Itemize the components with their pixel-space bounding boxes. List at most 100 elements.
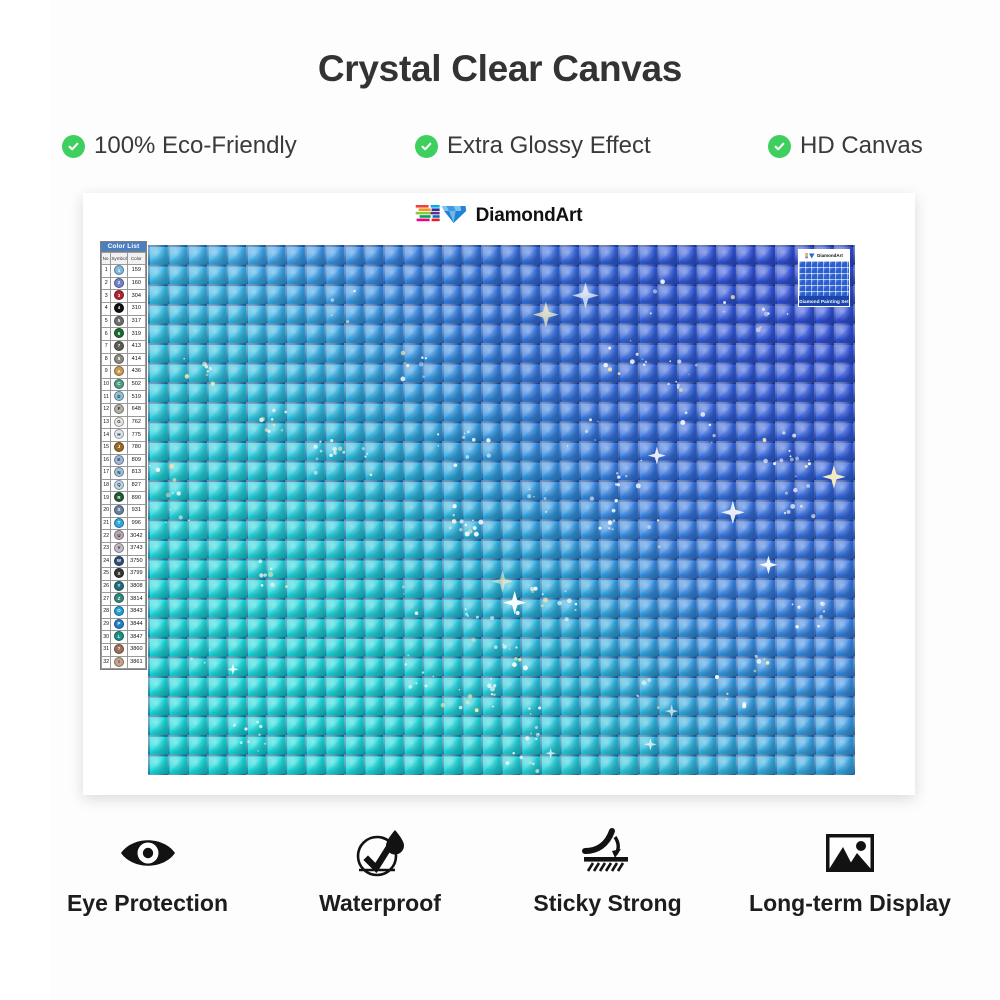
symbol-swatch-icon: 8 — [114, 353, 124, 364]
row-color-code: 3861 — [126, 655, 147, 670]
row-number: 31 — [100, 642, 112, 657]
row-symbol: P — [110, 617, 128, 632]
bottom-feature-label: Sticky Strong — [533, 890, 682, 916]
row-symbol: 6 — [110, 327, 128, 341]
symbol-swatch-icon: X — [114, 568, 124, 579]
row-number: 4 — [100, 302, 112, 316]
row-number: 19 — [100, 491, 112, 506]
row-number: 15 — [100, 440, 112, 455]
table-row: 8 8 414 — [100, 352, 147, 367]
row-color-code: 319 — [126, 327, 147, 341]
row-number: 29 — [100, 617, 112, 632]
row-symbol: A — [110, 365, 128, 379]
row-number: 30 — [100, 630, 112, 644]
color-list-col-header: Symbol — [110, 251, 128, 266]
table-row: 7 7 413 — [100, 339, 147, 354]
table-row: 23 V 3743 — [100, 541, 147, 556]
table-row: 16 K 809 — [100, 453, 147, 468]
feature-item-2: HD Canvas — [768, 132, 923, 160]
table-row: 28 O 3843 — [100, 605, 147, 619]
symbol-swatch-icon: G — [114, 416, 124, 427]
row-symbol: I — [110, 655, 128, 670]
feature-label: Extra Glossy Effect — [447, 132, 651, 159]
symbol-swatch-icon: T — [114, 517, 124, 528]
table-row: 4 4 310 — [100, 302, 147, 316]
table-row: 11 D 519 — [100, 390, 147, 405]
row-color-code: 762 — [126, 415, 147, 430]
row-color-code: 931 — [126, 504, 147, 518]
diamond-painting-artwork: DiamondArt Diamond Painting Set — [148, 245, 855, 775]
row-color-code: 3042 — [126, 529, 147, 543]
symbol-swatch-icon: H — [114, 429, 124, 440]
row-number: 26 — [100, 579, 112, 594]
row-symbol: T — [110, 516, 128, 531]
row-symbol: Y — [110, 579, 128, 594]
symbol-swatch-icon: I — [114, 656, 124, 667]
check-circle-icon — [768, 134, 791, 158]
row-color-code: 3750 — [126, 554, 147, 569]
row-color-code: 159 — [126, 264, 147, 278]
symbol-swatch-icon: S — [114, 505, 124, 516]
table-row: 26 Y 3808 — [100, 579, 147, 594]
feature-label: HD Canvas — [800, 132, 923, 159]
row-number: 14 — [100, 428, 112, 442]
row-symbol: 2 — [110, 276, 128, 291]
row-symbol: U — [110, 529, 128, 543]
color-list-col-header: Color — [126, 251, 147, 266]
row-color-code: 3844 — [126, 617, 147, 632]
symbol-swatch-icon: 1 — [114, 265, 124, 276]
row-symbol: L — [110, 630, 128, 644]
symbol-swatch-icon: 6 — [114, 328, 124, 339]
symbol-swatch-icon: 5 — [114, 315, 124, 326]
symbol-swatch-icon: D — [114, 391, 124, 402]
row-number: 25 — [100, 567, 112, 581]
symbol-swatch-icon: R — [114, 492, 124, 503]
diamond-drill-grid — [148, 245, 855, 775]
symbol-swatch-icon: Z — [114, 593, 124, 604]
eye-icon — [40, 822, 255, 884]
row-color-code: 3808 — [126, 579, 147, 594]
row-number: 28 — [100, 605, 112, 619]
bottom-feature-label: Waterproof — [319, 890, 441, 916]
table-row: 30 L 3847 — [100, 630, 147, 644]
table-row: 32 I 3861 — [100, 655, 147, 670]
row-symbol: 8 — [110, 352, 128, 367]
symbol-swatch-icon: 7 — [114, 340, 124, 351]
row-color-code: 648 — [126, 403, 147, 417]
row-color-code: 813 — [126, 466, 147, 480]
table-row: 5 5 317 — [100, 314, 147, 329]
row-symbol: G — [110, 415, 128, 430]
row-number: 6 — [100, 327, 112, 341]
row-color-code: 304 — [126, 289, 147, 304]
table-row: 31? 3860 — [100, 642, 147, 657]
row-number: 22 — [100, 529, 112, 543]
row-symbol: 3 — [110, 289, 128, 304]
symbol-swatch-icon: J — [114, 441, 124, 452]
table-row: 27 Z 3814 — [100, 592, 147, 607]
feature-item-1: Extra Glossy Effect — [415, 132, 651, 160]
row-symbol: 7 — [110, 339, 128, 354]
row-number: 12 — [100, 403, 112, 417]
symbol-swatch-icon: Q — [114, 479, 124, 490]
row-color-code: 890 — [126, 491, 147, 506]
table-row: 2 2 160 — [100, 276, 147, 291]
row-color-code: 502 — [126, 377, 147, 392]
symbol-swatch-icon: 4 — [114, 303, 124, 314]
row-number: 24 — [100, 554, 112, 569]
row-number: 10 — [100, 377, 112, 392]
row-symbol: 5 — [110, 314, 128, 329]
symbol-swatch-icon: Y — [114, 580, 124, 591]
table-row: 15 J 780 — [100, 440, 147, 455]
symbol-swatch-icon: 2 — [114, 277, 124, 288]
diamond-logo-icon — [415, 201, 468, 230]
row-color-code: 3799 — [126, 567, 147, 581]
row-color-code: 827 — [126, 478, 147, 493]
row-number: 17 — [100, 466, 112, 480]
symbol-swatch-icon: V — [114, 542, 124, 553]
symbol-swatch-icon: C — [114, 378, 124, 389]
bottom-feature-label: Long-term Display — [749, 890, 951, 916]
row-color-code: 519 — [126, 390, 147, 405]
row-number: 8 — [100, 352, 112, 367]
feature-check-row: 100% Eco-Friendly Extra Glossy Effect HD C… — [0, 132, 1000, 172]
